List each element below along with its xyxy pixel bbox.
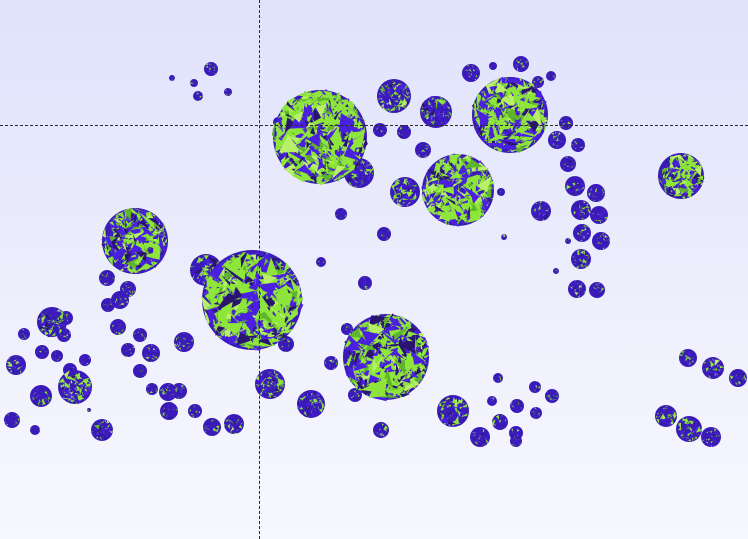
faceted-sphere bbox=[159, 383, 177, 402]
faceted-sphere bbox=[18, 328, 30, 340]
faceted-sphere bbox=[341, 313, 430, 402]
faceted-sphere bbox=[223, 414, 244, 435]
faceted-sphere bbox=[51, 350, 63, 362]
faceted-sphere bbox=[491, 414, 508, 430]
faceted-sphere bbox=[587, 184, 605, 202]
crosshair-horizontal-line bbox=[0, 125, 748, 126]
faceted-sphere bbox=[590, 206, 608, 224]
faceted-sphere bbox=[420, 96, 452, 128]
faceted-sphere bbox=[559, 116, 573, 130]
faceted-sphere bbox=[397, 125, 411, 139]
faceted-sphere bbox=[676, 415, 703, 442]
faceted-sphere bbox=[589, 282, 606, 298]
faceted-sphere bbox=[655, 405, 677, 427]
faceted-sphere bbox=[532, 76, 544, 88]
faceted-sphere bbox=[462, 64, 480, 82]
faceted-sphere bbox=[509, 426, 523, 440]
faceted-sphere bbox=[193, 91, 203, 101]
faceted-sphere bbox=[348, 388, 362, 402]
faceted-sphere bbox=[471, 76, 549, 153]
faceted-sphere bbox=[341, 323, 353, 335]
crosshair-vertical-line bbox=[259, 0, 260, 539]
faceted-sphere bbox=[133, 328, 148, 342]
faceted-sphere bbox=[470, 427, 491, 447]
faceted-sphere bbox=[546, 71, 556, 81]
faceted-sphere bbox=[190, 79, 198, 87]
faceted-sphere bbox=[437, 395, 469, 427]
faceted-sphere bbox=[592, 232, 610, 250]
faceted-sphere bbox=[560, 156, 576, 172]
faceted-sphere bbox=[111, 291, 129, 309]
faceted-sphere bbox=[657, 153, 705, 200]
faceted-sphere bbox=[489, 62, 497, 70]
faceted-sphere bbox=[487, 395, 497, 406]
faceted-sphere bbox=[415, 142, 431, 158]
faceted-sphere bbox=[565, 176, 585, 196]
faceted-sphere bbox=[160, 402, 178, 420]
faceted-sphere bbox=[701, 427, 721, 447]
faceted-sphere bbox=[204, 62, 218, 76]
faceted-sphere bbox=[565, 238, 571, 244]
faceted-sphere bbox=[30, 385, 52, 407]
faceted-sphere bbox=[679, 349, 697, 367]
faceted-sphere bbox=[110, 319, 126, 335]
faceted-sphere bbox=[571, 200, 591, 220]
faceted-sphere bbox=[548, 130, 566, 149]
faceted-sphere bbox=[121, 343, 135, 357]
faceted-sphere bbox=[271, 89, 368, 186]
faceted-sphere bbox=[530, 407, 542, 419]
faceted-sphere bbox=[255, 369, 286, 399]
faceted-sphere bbox=[358, 276, 372, 290]
faceted-sphere bbox=[510, 399, 524, 413]
faceted-sphere bbox=[573, 224, 591, 242]
faceted-sphere bbox=[729, 369, 747, 387]
faceted-sphere bbox=[335, 208, 347, 221]
faceted-sphere bbox=[571, 138, 585, 152]
faceted-sphere bbox=[376, 79, 411, 113]
faceted-sphere bbox=[390, 177, 420, 207]
faceted-sphere bbox=[133, 364, 148, 379]
faceted-sphere bbox=[101, 207, 168, 274]
faceted-sphere bbox=[169, 74, 175, 81]
faceted-sphere bbox=[142, 344, 160, 362]
faceted-sphere bbox=[545, 389, 559, 403]
faceted-sphere bbox=[513, 56, 529, 72]
faceted-sphere bbox=[702, 357, 725, 379]
faceted-sphere bbox=[203, 418, 221, 436]
faceted-sphere bbox=[91, 419, 114, 441]
faceted-sphere bbox=[493, 373, 503, 383]
faceted-sphere bbox=[188, 404, 202, 418]
faceted-sphere bbox=[58, 370, 93, 405]
faceted-sphere bbox=[224, 88, 232, 96]
faceted-sphere bbox=[571, 248, 591, 269]
faceted-sphere bbox=[30, 425, 41, 435]
faceted-sphere bbox=[200, 250, 304, 351]
faceted-sphere bbox=[316, 257, 326, 267]
faceted-sphere bbox=[174, 332, 194, 352]
faceted-sphere bbox=[497, 188, 505, 196]
faceted-sphere bbox=[373, 422, 389, 438]
faceted-sphere bbox=[99, 270, 116, 286]
faceted-sphere bbox=[4, 412, 21, 428]
faceted-sphere bbox=[87, 408, 91, 412]
faceted-sphere bbox=[324, 356, 338, 370]
faceted-sphere bbox=[501, 234, 507, 240]
faceted-sphere bbox=[297, 390, 325, 418]
faceted-sphere bbox=[35, 345, 49, 359]
faceted-sphere bbox=[421, 153, 495, 227]
faceted-sphere bbox=[531, 201, 551, 221]
faceted-sphere bbox=[377, 227, 392, 241]
faceted-sphere bbox=[79, 354, 91, 367]
faceted-sphere bbox=[146, 383, 158, 395]
faceted-sphere bbox=[373, 123, 387, 137]
faceted-sphere bbox=[6, 355, 26, 375]
faceted-sphere bbox=[553, 268, 559, 274]
faceted-sphere bbox=[568, 280, 586, 298]
faceted-sphere bbox=[529, 381, 541, 393]
faceted-sphere bbox=[37, 307, 67, 338]
